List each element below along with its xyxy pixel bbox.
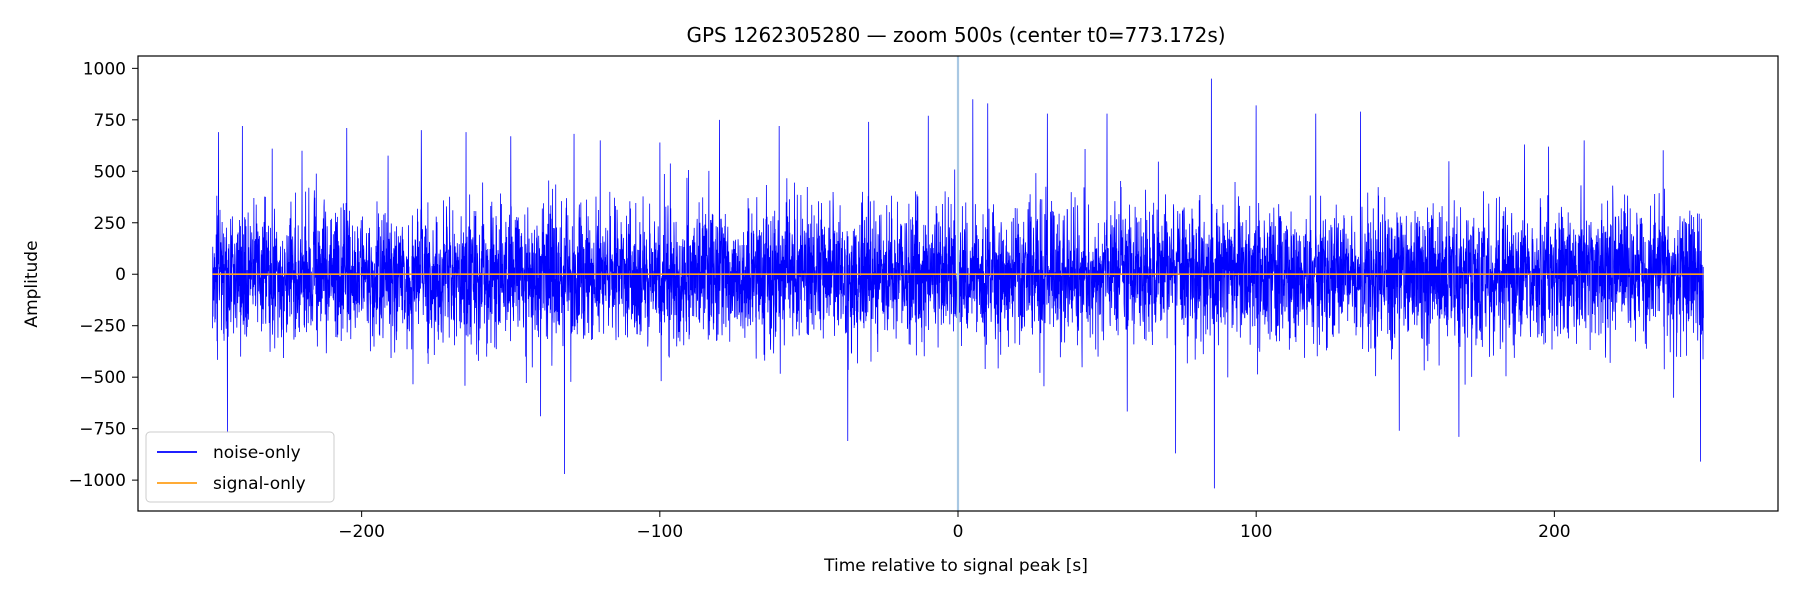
chart-title: GPS 1262305280 — zoom 500s (center t0=77… xyxy=(686,23,1225,47)
legend-box xyxy=(145,431,335,503)
y-tick-label: 750 xyxy=(94,111,126,131)
y-tick-label: −750 xyxy=(79,420,126,440)
y-tick-label: −1000 xyxy=(68,471,126,491)
y-tick-label: 0 xyxy=(115,265,126,285)
y-tick-label: −500 xyxy=(79,368,126,388)
y-tick-label: 500 xyxy=(94,162,126,182)
x-tick-label: −100 xyxy=(636,522,683,542)
y-tick-label: 250 xyxy=(94,214,126,234)
y-tick-label: −250 xyxy=(79,317,126,337)
x-tick-label: −200 xyxy=(338,522,385,542)
legend: noise-only signal-only xyxy=(145,431,335,503)
y-axis-label: Amplitude xyxy=(22,240,42,327)
x-axis-label: Time relative to signal peak [s] xyxy=(823,556,1088,576)
x-tick-label: 100 xyxy=(1240,522,1272,542)
y-tick-label: 1000 xyxy=(83,59,126,79)
x-tick-label: 0 xyxy=(953,522,964,542)
legend-signal-only-label: signal-only xyxy=(213,474,306,494)
legend-noise-only-label: noise-only xyxy=(213,443,301,463)
x-tick-label: 200 xyxy=(1538,522,1570,542)
